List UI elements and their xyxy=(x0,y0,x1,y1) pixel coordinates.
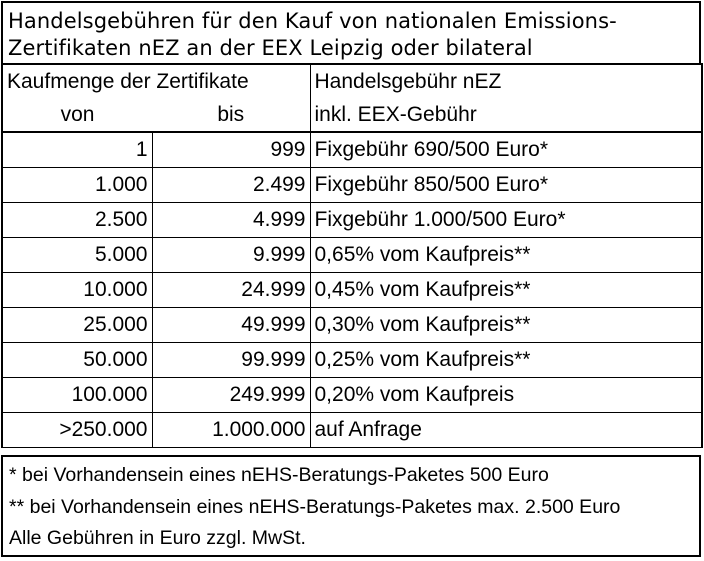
footnote-2: ** bei Vorhandensein eines nEHS-Beratung… xyxy=(9,495,621,518)
quantity-header: Kaufmenge der Zertifikate xyxy=(1,63,311,98)
to-cell: 999 xyxy=(151,131,311,168)
fee-cell: auf Anfrage xyxy=(309,412,703,448)
title-line-1: Handelsgebühren für den Kauf von nationa… xyxy=(8,9,617,33)
fee-cell: 0,45% vom Kaufpreis** xyxy=(309,272,703,308)
to-cell: 2.499 xyxy=(151,167,311,203)
fee-cell: 0,65% vom Kaufpreis** xyxy=(309,237,703,273)
fee-table: Kaufmenge der Zertifikate Handelsgebühr … xyxy=(1,63,703,448)
header-row-2: von bis inkl. EEX-Gebühr xyxy=(1,98,703,133)
to-cell: 4.999 xyxy=(151,202,311,238)
from-cell: 1 xyxy=(1,131,153,168)
table-row: 25.000 49.999 0,30% vom Kaufpreis** xyxy=(1,307,703,343)
fee-header: Handelsgebühr nEZ xyxy=(309,63,703,98)
from-cell: 100.000 xyxy=(1,377,153,413)
to-cell: 24.999 xyxy=(151,272,311,308)
footnotes: * bei Vorhandensein eines nEHS-Beratungs… xyxy=(1,455,701,557)
to-cell: 1.000.000 xyxy=(151,412,311,448)
footnote-1: * bei Vorhandensein eines nEHS-Beratungs… xyxy=(9,464,549,486)
table-row: 2.500 4.999 Fixgebühr 1.000/500 Euro* xyxy=(1,202,703,238)
footnote-3: Alle Gebühren in Euro zzgl. MwSt. xyxy=(9,527,306,549)
table-row: 10.000 24.999 0,45% vom Kaufpreis** xyxy=(1,272,703,308)
from-cell: 25.000 xyxy=(1,307,153,343)
to-cell: 99.999 xyxy=(151,342,311,378)
from-header: von xyxy=(1,98,152,133)
header-row-1: Kaufmenge der Zertifikate Handelsgebühr … xyxy=(1,63,703,98)
from-cell: 2.500 xyxy=(1,202,153,238)
table-title: Handelsgebühren für den Kauf von nationa… xyxy=(1,1,701,65)
from-cell: 10.000 xyxy=(1,272,153,308)
to-cell: 9.999 xyxy=(151,237,311,273)
fee-cell: Fixgebühr 690/500 Euro* xyxy=(309,131,703,168)
table-row: 1.000 2.499 Fixgebühr 850/500 Euro* xyxy=(1,167,703,203)
table-row: 100.000 249.999 0,20% vom Kaufpreis xyxy=(1,377,703,413)
to-cell: 249.999 xyxy=(151,377,311,413)
fee-cell: Fixgebühr 850/500 Euro* xyxy=(309,167,703,203)
fee-cell: Fixgebühr 1.000/500 Euro* xyxy=(309,202,703,238)
to-header: bis xyxy=(152,98,311,133)
from-cell: 5.000 xyxy=(1,237,153,273)
fee-sub-header: inkl. EEX-Gebühr xyxy=(309,98,703,133)
table-row: 50.000 99.999 0,25% vom Kaufpreis** xyxy=(1,342,703,378)
table-row: 1 999 Fixgebühr 690/500 Euro* xyxy=(1,131,703,168)
title-line-2: Zertifikaten nEZ an der EEX Leipzig oder… xyxy=(8,36,533,60)
table-row: >250.000 1.000.000 auf Anfrage xyxy=(1,412,703,448)
fee-cell: 0,30% vom Kaufpreis** xyxy=(309,307,703,343)
fee-cell: 0,20% vom Kaufpreis xyxy=(309,377,703,413)
from-cell: 50.000 xyxy=(1,342,153,378)
table-row: 5.000 9.999 0,65% vom Kaufpreis** xyxy=(1,237,703,273)
from-cell: 1.000 xyxy=(1,167,153,203)
from-cell: >250.000 xyxy=(1,412,153,448)
to-cell: 49.999 xyxy=(151,307,311,343)
fee-cell: 0,25% vom Kaufpreis** xyxy=(309,342,703,378)
